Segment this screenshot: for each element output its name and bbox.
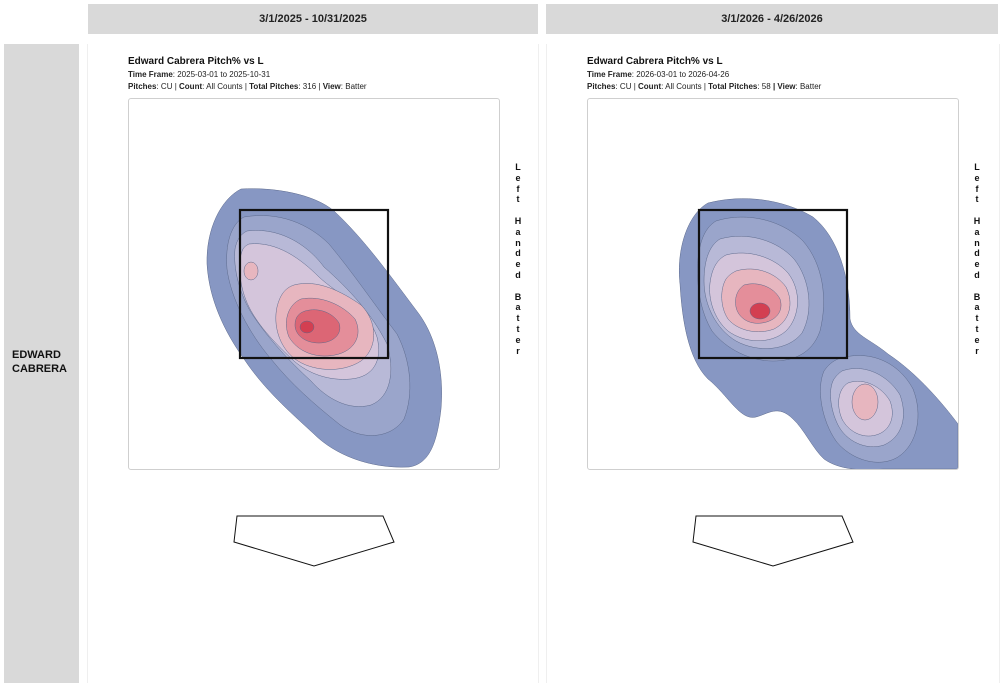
chart-title: Edward Cabrera Pitch% vs L <box>587 56 723 67</box>
filters-line: Pitches: CU | Count: All Counts | Total … <box>128 82 367 91</box>
total-pitches-value: 316 <box>302 82 317 91</box>
home-plate-icon <box>692 515 854 567</box>
view-value: Batter <box>345 82 367 91</box>
time-frame-value: 2025-03-01 to 2025-10-31 <box>177 70 271 79</box>
density-contours <box>679 198 958 469</box>
heatmap-svg <box>206 188 442 468</box>
side-label-char: a <box>515 302 521 313</box>
heatmap-panel-2026: Edward Cabrera Pitch% vs L Time Frame: 2… <box>546 44 1000 683</box>
side-label-char: f <box>516 183 520 194</box>
contour-secondary-peak <box>243 261 259 281</box>
side-label-char: H <box>973 215 981 226</box>
count-value: All Counts <box>206 82 243 91</box>
time-frame-line: Time Frame: 2025-03-01 to 2025-10-31 <box>128 70 271 79</box>
chart-title: Edward Cabrera Pitch% vs L <box>128 56 264 67</box>
contour-7 <box>294 309 341 344</box>
heatmap-plot <box>128 98 500 470</box>
strike-zone <box>697 208 849 360</box>
side-label-char: t <box>516 323 520 334</box>
side-label-char: e <box>515 259 521 270</box>
side-label-char: t <box>975 194 979 205</box>
heatmap-svg <box>679 198 958 469</box>
side-label-char: B <box>973 291 981 302</box>
side-label-char: L <box>974 162 980 172</box>
side-label-char: e <box>974 334 980 345</box>
side-label-char: t <box>975 313 979 324</box>
count-value: All Counts <box>665 82 702 91</box>
side-label-char: r <box>975 345 979 356</box>
side-label-char: B <box>514 291 522 302</box>
side-label-char: d <box>974 269 980 280</box>
filters-line: Pitches: CU | Count: All Counts | Total … <box>587 82 822 91</box>
view-value: Batter <box>799 82 822 91</box>
side-label-char: a <box>515 226 521 237</box>
side-label-char: d <box>515 248 521 259</box>
side-label-char: e <box>515 334 521 345</box>
heatmap-panel-2025: Edward Cabrera Pitch% vs L Time Frame: 2… <box>87 44 539 683</box>
heatmap-plot <box>587 98 959 470</box>
side-label-char: t <box>516 194 520 205</box>
pitches-value: CU <box>619 82 632 91</box>
side-label-char <box>971 281 983 292</box>
side-label-char: n <box>974 237 980 248</box>
side-label-char: e <box>515 172 521 183</box>
home-plate-icon <box>233 515 395 567</box>
side-label-char: n <box>515 237 521 248</box>
side-label-char: r <box>516 345 520 356</box>
side-label-char: f <box>975 183 979 194</box>
side-label-char <box>971 205 983 216</box>
column-header-2026: 3/1/2026 - 4/26/2026 <box>546 4 998 34</box>
side-label-char: t <box>516 313 520 324</box>
density-contours <box>206 188 442 468</box>
side-label-char <box>512 205 524 216</box>
contour-peak <box>749 302 771 320</box>
side-label-char: d <box>974 248 980 259</box>
time-frame-value: 2026-03-01 to 2026-04-26 <box>636 70 730 79</box>
contour-peak <box>299 320 315 334</box>
pitches-value: CU <box>160 82 173 91</box>
side-label-char: d <box>515 269 521 280</box>
side-label-char: t <box>975 323 979 334</box>
total-pitches-value: 58 <box>761 82 771 91</box>
side-label-char: a <box>974 226 980 237</box>
row-header: EDWARD CABRERA <box>4 44 79 683</box>
strike-zone <box>238 208 390 360</box>
contour-lower-peak <box>851 383 879 421</box>
time-frame-line: Time Frame: 2026-03-01 to 2026-04-26 <box>587 70 730 79</box>
side-label-char: L <box>515 162 521 172</box>
side-label-char: H <box>514 215 522 226</box>
side-label-char: a <box>974 302 980 313</box>
side-label-char: e <box>974 172 980 183</box>
column-header-2025: 3/1/2025 - 10/31/2025 <box>88 4 538 34</box>
pitcher-name: EDWARD CABRERA <box>12 349 67 375</box>
side-label-char <box>512 281 524 292</box>
side-label-char: e <box>974 259 980 270</box>
